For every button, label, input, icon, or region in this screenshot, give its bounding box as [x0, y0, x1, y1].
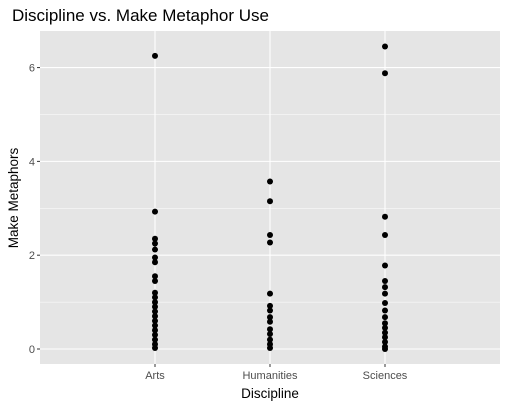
data-point	[152, 277, 158, 284]
data-point	[267, 318, 273, 325]
x-tick-label: Humanities	[242, 370, 298, 382]
data-point	[382, 213, 388, 220]
data-point	[152, 240, 158, 247]
data-point	[152, 327, 158, 334]
data-points	[152, 43, 388, 352]
data-point	[382, 329, 388, 336]
data-point	[382, 262, 388, 269]
data-point	[267, 307, 273, 314]
data-point	[267, 232, 273, 239]
data-point	[152, 308, 158, 315]
data-point	[382, 338, 388, 345]
y-axis: 0 2 4 6	[29, 63, 40, 356]
data-point	[152, 336, 158, 343]
y-tick-label: 2	[29, 250, 35, 262]
y-tick-label: 0	[29, 344, 35, 356]
chart-title: Discipline vs. Make Metaphor Use	[12, 6, 269, 25]
data-point	[382, 345, 388, 352]
data-point	[152, 289, 158, 296]
data-point	[267, 178, 273, 185]
data-point	[382, 320, 388, 327]
y-tick-label: 4	[29, 156, 35, 168]
data-point	[382, 324, 388, 331]
data-point	[267, 302, 273, 309]
data-point	[152, 322, 158, 329]
data-point	[267, 330, 273, 337]
data-point	[267, 336, 273, 343]
data-point	[152, 299, 158, 306]
data-point	[152, 254, 158, 261]
data-point	[267, 345, 273, 352]
y-axis-label: Make Metaphors	[6, 147, 21, 248]
data-point	[382, 290, 388, 297]
data-point	[152, 331, 158, 338]
data-point	[382, 314, 388, 321]
data-point	[382, 43, 388, 50]
data-point	[382, 334, 388, 341]
data-point	[152, 246, 158, 253]
data-point	[152, 208, 158, 215]
x-tick-label: Arts	[145, 370, 165, 382]
data-point	[152, 345, 158, 352]
data-point	[382, 70, 388, 77]
data-point	[267, 314, 273, 321]
data-point	[152, 52, 158, 59]
y-tick-label: 6	[29, 63, 35, 75]
data-point	[152, 313, 158, 320]
data-point	[267, 198, 273, 205]
data-point	[152, 317, 158, 324]
data-point	[152, 235, 158, 242]
data-point	[267, 290, 273, 297]
data-point	[382, 300, 388, 307]
data-point	[152, 259, 158, 266]
data-point	[267, 239, 273, 246]
data-point	[382, 232, 388, 239]
data-point	[382, 277, 388, 284]
x-axis-label: Discipline	[241, 386, 299, 401]
data-point	[382, 284, 388, 291]
x-axis: Arts Humanities Sciences	[145, 364, 408, 382]
data-point	[382, 307, 388, 314]
data-point	[152, 273, 158, 280]
data-point	[152, 303, 158, 310]
data-point	[267, 326, 273, 333]
data-point	[152, 294, 158, 301]
x-tick-label: Sciences	[363, 370, 408, 382]
